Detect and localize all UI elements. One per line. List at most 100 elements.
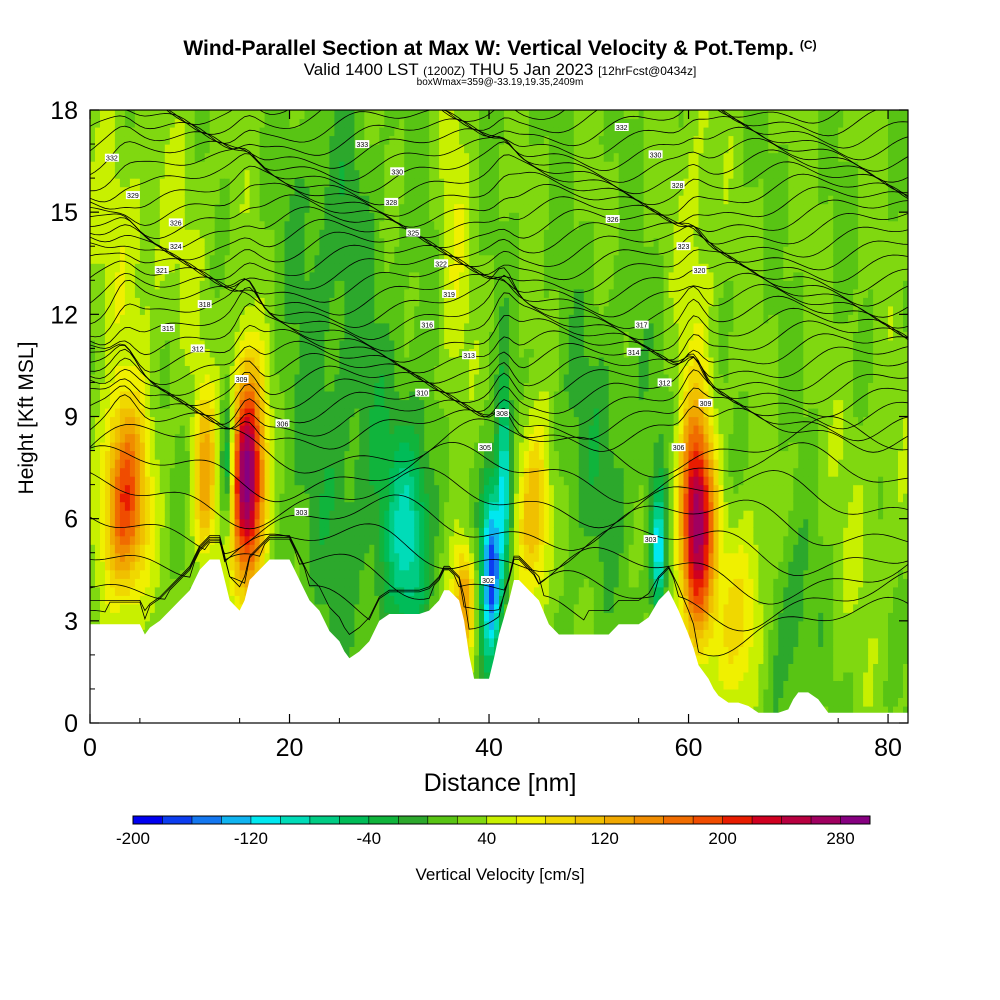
w-cell bbox=[419, 442, 425, 452]
w-cell bbox=[299, 425, 306, 435]
w-cell bbox=[424, 408, 430, 418]
w-cell bbox=[154, 203, 161, 213]
w-cell bbox=[199, 425, 206, 435]
w-cell bbox=[164, 305, 171, 315]
w-cell bbox=[134, 297, 141, 307]
w-cell bbox=[224, 373, 231, 383]
w-cell bbox=[369, 203, 375, 213]
w-cell bbox=[369, 416, 375, 426]
w-cell bbox=[139, 501, 146, 511]
w-cell bbox=[164, 535, 171, 545]
w-cell bbox=[294, 476, 301, 486]
w-cell bbox=[369, 331, 375, 341]
w-cell bbox=[339, 322, 345, 332]
w-cell bbox=[294, 348, 301, 358]
w-cell bbox=[329, 144, 335, 154]
w-cell bbox=[324, 305, 330, 315]
w-cell bbox=[264, 169, 271, 179]
w-cell bbox=[419, 203, 425, 213]
w-cell bbox=[284, 135, 291, 145]
w-cell bbox=[329, 408, 335, 418]
w-cell bbox=[259, 110, 266, 120]
w-cell bbox=[179, 305, 186, 315]
w-cell bbox=[379, 135, 385, 145]
w-cell bbox=[344, 280, 350, 290]
w-cell bbox=[199, 373, 206, 383]
w-cell bbox=[179, 322, 186, 332]
w-cell bbox=[414, 212, 420, 222]
w-cell bbox=[149, 288, 156, 298]
w-cell bbox=[389, 246, 395, 256]
w-cell bbox=[119, 484, 126, 494]
w-cell bbox=[374, 161, 380, 171]
w-cell bbox=[124, 135, 131, 145]
w-cell bbox=[324, 254, 330, 264]
w-cell bbox=[194, 314, 201, 324]
w-cell bbox=[279, 510, 286, 520]
w-cell bbox=[349, 569, 355, 579]
w-cell bbox=[114, 280, 121, 290]
w-cell bbox=[429, 399, 435, 409]
w-cell bbox=[309, 331, 316, 341]
w-cell bbox=[314, 212, 321, 222]
w-cell bbox=[184, 484, 191, 494]
w-cell bbox=[124, 339, 131, 349]
w-cell bbox=[184, 535, 191, 545]
w-cell bbox=[339, 373, 345, 383]
w-cell bbox=[294, 322, 301, 332]
w-cell bbox=[149, 467, 156, 477]
w-cell bbox=[414, 237, 420, 247]
w-cell bbox=[324, 110, 330, 120]
w-cell bbox=[304, 271, 311, 281]
w-cell bbox=[354, 144, 360, 154]
w-cell bbox=[394, 484, 400, 494]
w-cell bbox=[100, 561, 106, 571]
w-cell bbox=[134, 212, 141, 222]
w-cell bbox=[349, 527, 355, 537]
w-cell bbox=[354, 425, 360, 435]
w-cell bbox=[169, 484, 176, 494]
w-cell bbox=[124, 280, 131, 290]
w-cell bbox=[194, 178, 201, 188]
w-cell bbox=[349, 450, 355, 460]
w-cell bbox=[314, 246, 321, 256]
w-cell bbox=[184, 339, 191, 349]
w-cell bbox=[259, 254, 266, 264]
w-cell bbox=[184, 178, 191, 188]
w-cell bbox=[154, 501, 161, 511]
w-cell bbox=[344, 254, 350, 264]
w-cell bbox=[359, 493, 365, 503]
w-cell bbox=[419, 433, 425, 443]
w-cell bbox=[90, 450, 96, 460]
w-cell bbox=[254, 561, 261, 571]
w-cell bbox=[129, 433, 136, 443]
w-cell bbox=[90, 501, 96, 511]
w-cell bbox=[399, 578, 405, 588]
w-cell bbox=[404, 152, 410, 162]
w-cell bbox=[174, 476, 181, 486]
w-cell bbox=[394, 467, 400, 477]
w-cell bbox=[139, 365, 146, 375]
w-cell bbox=[174, 127, 181, 137]
w-cell bbox=[264, 280, 271, 290]
w-cell bbox=[434, 569, 440, 579]
w-cell bbox=[105, 373, 111, 383]
w-cell bbox=[169, 271, 176, 281]
w-cell bbox=[139, 442, 146, 452]
w-cell bbox=[319, 382, 325, 392]
w-cell bbox=[269, 118, 276, 128]
w-cell bbox=[309, 527, 316, 537]
w-cell bbox=[149, 305, 156, 315]
w-cell bbox=[199, 229, 206, 239]
w-cell bbox=[264, 297, 271, 307]
w-cell bbox=[349, 382, 355, 392]
w-cell bbox=[254, 527, 261, 537]
w-cell bbox=[414, 314, 420, 324]
w-cell bbox=[129, 501, 136, 511]
w-cell bbox=[224, 399, 231, 409]
w-cell bbox=[379, 527, 385, 537]
w-cell bbox=[324, 246, 330, 256]
w-cell bbox=[384, 297, 390, 307]
w-cell bbox=[314, 254, 321, 264]
w-cell bbox=[214, 442, 221, 452]
